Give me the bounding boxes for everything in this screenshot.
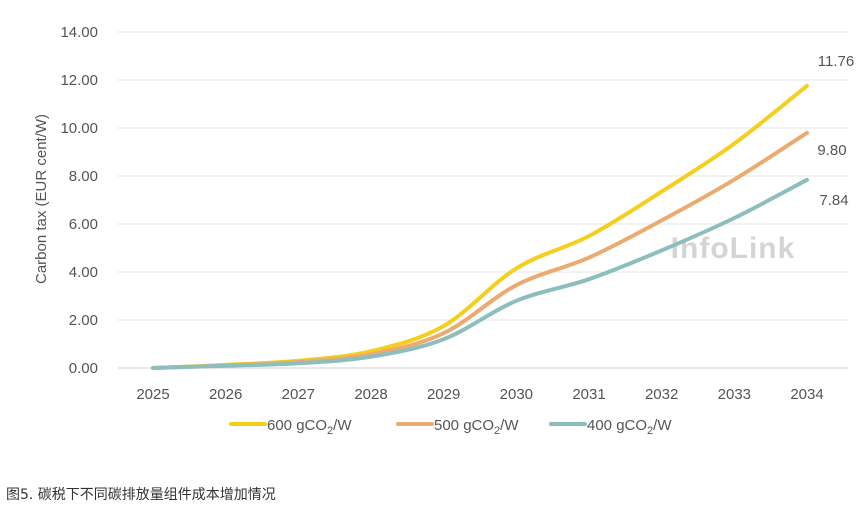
legend-label-subscript: 2 [647,425,653,437]
y-tick-label: 8.00 [69,168,98,185]
x-tick-label: 2033 [718,386,751,403]
y-tick-label: 10.00 [60,120,98,137]
series-lines [151,83,809,370]
x-axis-ticks: 2025 2026 2027 2028 2029 2030 2031 2032 2033 2034 [136,386,823,403]
y-tick-label: 12.00 [60,72,98,89]
y-tick-label: 4.00 [69,264,98,281]
x-tick-label: 2030 [500,386,533,403]
y-tick-label: 2.00 [69,312,98,329]
x-tick-label: 2034 [790,386,823,403]
data-label: 9.80 [817,142,846,159]
y-tick-label: 0.00 [69,360,98,377]
series-line [151,177,809,370]
y-tick-label: 6.00 [69,216,98,233]
legend-label-main: 500 gCO [434,417,494,434]
data-labels: 11.76 9.80 7.84 [817,53,854,209]
x-tick-label: 2032 [645,386,678,403]
y-tick-label: 14.00 [60,24,98,41]
x-tick-label: 2031 [572,386,605,403]
y-axis-label: Carbon tax (EUR cent/W) [33,114,50,284]
legend-label-main: 400 gCO [587,417,647,434]
figure-caption: 图5. 碳税下不同碳排放量组件成本增加情况 [6,487,276,503]
legend-label-unit: /W [653,417,672,434]
legend-label: 600 gCO2/W [267,417,352,437]
legend-label-subscript: 2 [327,425,333,437]
data-label: 7.84 [819,192,848,209]
x-tick-label: 2025 [136,386,169,403]
legend-label-subscript: 2 [494,425,500,437]
gridlines [118,31,848,369]
x-tick-label: 2027 [282,386,315,403]
legend: 600 gCO2/W 500 gCO2/W 400 gCO2/W [229,417,672,437]
y-axis-ticks: 0.00 2.00 4.00 6.00 8.00 10.00 12.00 14.00 [60,24,98,377]
legend-label-main: 600 gCO [267,417,327,434]
x-tick-label: 2028 [354,386,387,403]
x-tick-label: 2029 [427,386,460,403]
legend-label: 400 gCO2/W [587,417,672,437]
data-label: 11.76 [818,53,854,70]
legend-label-unit: /W [333,417,352,434]
legend-label-unit: /W [500,417,519,434]
x-tick-label: 2026 [209,386,242,403]
legend-label: 500 gCO2/W [434,417,519,437]
